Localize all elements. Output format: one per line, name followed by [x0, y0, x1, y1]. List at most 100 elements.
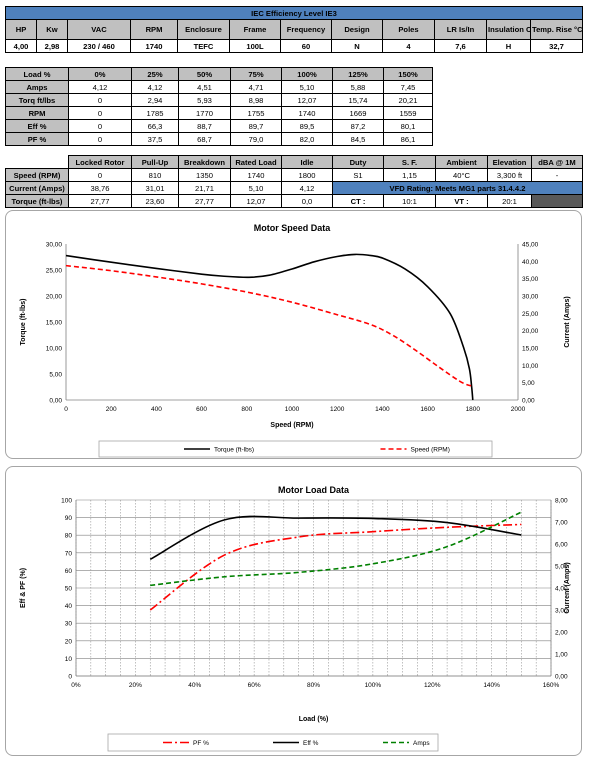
y-tick-label: 50	[65, 586, 73, 593]
load-cell: 1770	[178, 106, 231, 120]
x-tick-label: 100%	[365, 682, 382, 689]
x-tick-label: 1600	[420, 406, 435, 413]
load-row: Eff % 0 66,3 88,7 89,7 89,5 87,2 80,1	[5, 119, 433, 133]
load-cell: 37,5	[131, 132, 179, 146]
load-header-cell: 125%	[332, 67, 384, 81]
load-header-row: Load % 0% 25% 50% 75% 100% 125% 150%	[5, 67, 433, 81]
ct-value: 10:1	[383, 194, 436, 208]
spec-header-cell: Insulation Class	[486, 19, 531, 40]
perf-header-cell: Duty	[332, 155, 384, 169]
load-cell: 88,7	[178, 119, 231, 133]
load-cell: 1740	[281, 106, 333, 120]
perf-header-cell: dBA @ 1M	[531, 155, 583, 169]
y-tick-label: 25,00	[46, 268, 63, 275]
y2-tick-label: 0,00	[522, 398, 535, 405]
load-header-cell: Load %	[5, 67, 69, 81]
load-cell: 4,12	[131, 80, 179, 94]
load-cell: 2,94	[131, 93, 179, 107]
spec-value-cell: TEFC	[177, 39, 230, 53]
spec-value-cell: 4	[382, 39, 435, 53]
load-row: Torq ft/lbs 0 2,94 5,93 8,98 12,07 15,74 20,21	[5, 93, 433, 107]
x-tick-label: 400	[151, 406, 162, 413]
spec-value-cell: 2,98	[36, 39, 68, 53]
x-tick-label: 0	[64, 406, 68, 413]
load-cell: 89,5	[281, 119, 333, 133]
y2-tick-label: 10,00	[522, 363, 539, 370]
y2-tick-label: 4,00	[555, 586, 568, 593]
series-line-2	[150, 511, 522, 587]
legend-box	[98, 440, 493, 458]
y-tick-label: 20,00	[46, 294, 63, 301]
x-tick-label: 140%	[483, 682, 500, 689]
perf-header-cell: S. F.	[383, 155, 436, 169]
spec-header-cell: Temp. Rise °C	[530, 19, 583, 40]
load-cell: 0	[68, 93, 132, 107]
perf-cell: 27,77	[178, 194, 231, 208]
vfd-rating: VFD Rating: Meets MG1 parts 31.4.4.2	[332, 181, 583, 195]
perf-cell: 12,07	[230, 194, 282, 208]
load-cell: 5,93	[178, 93, 231, 107]
perf-row: Current (Amps) 38,76 31,01 21,71 5,10 4,12 VFD…	[5, 181, 583, 195]
spec-value-cell: 4,00	[5, 39, 37, 53]
load-header-cell: 100%	[281, 67, 333, 81]
y-tick-label: 10	[65, 656, 73, 663]
performance-table: Locked Rotor Pull-Up Breakdown Rated Load Id…	[5, 155, 583, 208]
x-tick-label: 1000	[285, 406, 300, 413]
x-tick-label: 120%	[424, 682, 441, 689]
y2-tick-label: 0,00	[555, 674, 568, 681]
y-tick-label: 20	[65, 638, 73, 645]
y2-tick-label: 40,00	[522, 259, 539, 266]
load-cell: 4,51	[178, 80, 231, 94]
chart-title: Motor Speed Data	[254, 223, 332, 233]
y-tick-label: 30	[65, 621, 73, 628]
legend-label-0: Torque (ft-lbs)	[214, 447, 254, 454]
y-tick-label: 90	[65, 515, 73, 522]
load-cell: 80,1	[383, 119, 433, 133]
spec-value-cell: 7,6	[434, 39, 487, 53]
x-axis-label: Load (%)	[299, 716, 329, 723]
ct-label: CT :	[332, 194, 384, 208]
legend-label-0: PF %	[193, 740, 209, 747]
x-tick-label: 600	[196, 406, 207, 413]
y2-tick-label: 8,00	[555, 498, 568, 505]
perf-cell: 40°C	[435, 168, 488, 182]
vt-value: 20:1	[487, 194, 532, 208]
x-tick-label: 1400	[375, 406, 390, 413]
y-tick-label: 15,00	[46, 320, 63, 327]
y2-tick-label: 6,00	[555, 542, 568, 549]
load-cell: 20,21	[383, 93, 433, 107]
perf-cell: 5,10	[230, 181, 282, 195]
spec-value-cell: 60	[280, 39, 332, 53]
x-axis-label: Speed (RPM)	[270, 422, 313, 429]
perf-cell: 38,76	[68, 181, 132, 195]
x-tick-label: 1200	[330, 406, 345, 413]
spec-value-cell: 100L	[229, 39, 281, 53]
perf-row: Speed (RPM) 0 810 1350 1740 1800 S1 1,15 40°C 3,3…	[5, 168, 583, 182]
perf-cell: 21,71	[178, 181, 231, 195]
load-cell: 4,12	[68, 80, 132, 94]
spec-table: IEC Efficiency Level IE3 HP Kw VAC RPM Enclo…	[5, 6, 583, 53]
load-header-cell: 50%	[178, 67, 231, 81]
load-cell: 1755	[230, 106, 282, 120]
x-tick-label: 1800	[466, 406, 481, 413]
perf-cell: 27,77	[68, 194, 132, 208]
y2-axis-label: Current (Amps)	[564, 296, 571, 347]
chart-title: Motor Load Data	[278, 485, 350, 495]
motor-speed-chart: Motor Speed Data 0,00 5,00 10,00 15,00 20,00 2…	[20, 223, 571, 458]
load-cell: 82,0	[281, 132, 333, 146]
perf-header-cell: Pull-Up	[131, 155, 179, 169]
spec-header-row: HP Kw VAC RPM Enclosure Frame Frequency Design P…	[5, 19, 583, 40]
load-header-cell: 75%	[230, 67, 282, 81]
spec-header-cell: LR Is/In	[434, 19, 487, 40]
perf-row: Torque (ft-lbs) 27,77 23,60 27,77 12,07 0,0 CT…	[5, 194, 583, 208]
spec-title: IEC Efficiency Level IE3	[5, 6, 583, 20]
load-row: PF % 0 37,5 68,7 79,0 82,0 84,5 86,1	[5, 132, 433, 146]
load-row-label: RPM	[5, 106, 69, 120]
spec-value-cell: 1740	[130, 39, 178, 53]
load-cell: 0	[68, 106, 132, 120]
x-tick-label: 2000	[511, 406, 526, 413]
load-cell: 86,1	[383, 132, 433, 146]
x-tick-label: 0%	[71, 682, 81, 689]
load-header-cell: 25%	[131, 67, 179, 81]
load-cell: 0	[68, 132, 132, 146]
